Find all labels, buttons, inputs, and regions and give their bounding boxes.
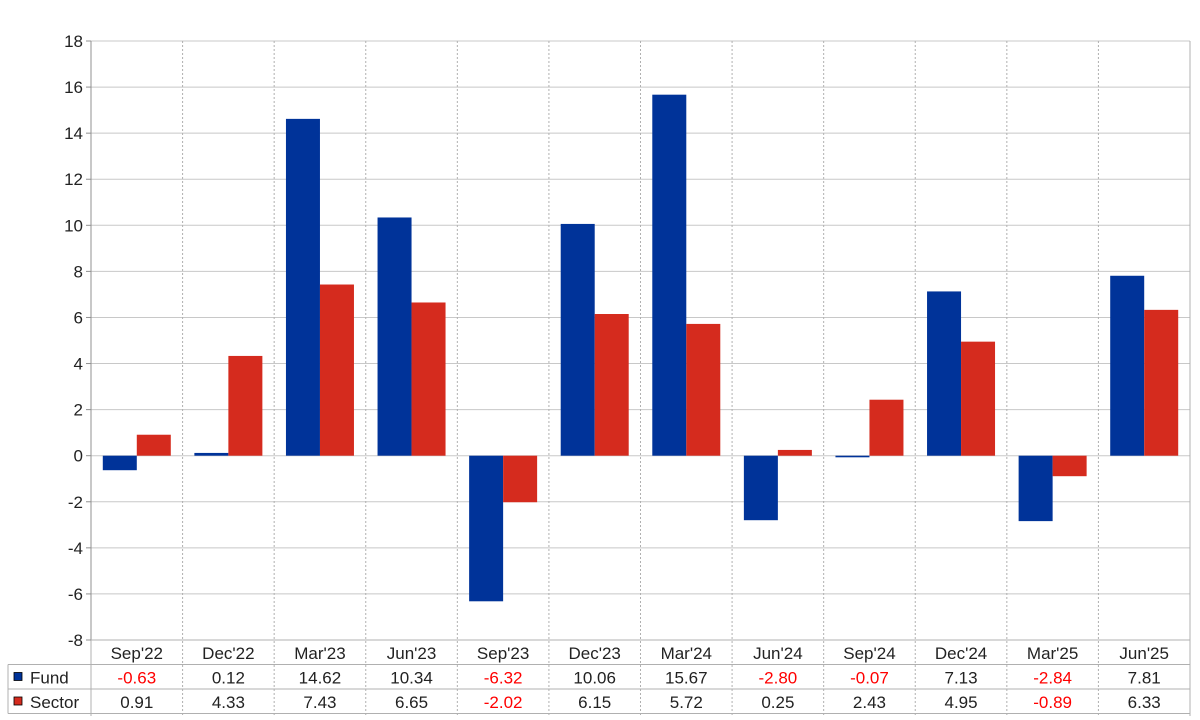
- bar-fund: [560, 223, 595, 456]
- data-label: 10.34: [390, 669, 433, 688]
- y-tick-label: -8: [68, 631, 83, 650]
- data-label: 4.95: [944, 693, 977, 712]
- bar-sector: [961, 341, 996, 456]
- bars: [102, 94, 1179, 602]
- data-label: 7.13: [944, 669, 977, 688]
- data-label: -2.02: [484, 693, 523, 712]
- bar-sector: [411, 302, 446, 456]
- data-label: -0.63: [117, 669, 156, 688]
- x-tick-label: Dec'22: [202, 644, 254, 663]
- bar-fund: [835, 455, 870, 458]
- data-label: 7.43: [303, 693, 336, 712]
- y-tick-label: 4: [74, 355, 83, 374]
- bar-fund: [1018, 455, 1053, 522]
- bar-fund: [1110, 275, 1145, 456]
- bar-fund: [194, 452, 229, 456]
- data-label: 0.91: [120, 693, 153, 712]
- bar-fund: [743, 455, 778, 521]
- data-label: -6.32: [484, 669, 523, 688]
- x-tick-label: Jun'25: [1119, 644, 1169, 663]
- y-tick-label: 6: [74, 308, 83, 327]
- y-tick-label: -2: [68, 493, 83, 512]
- x-tick-label: Dec'23: [569, 644, 621, 663]
- data-label: 7.81: [1128, 669, 1161, 688]
- bar-fund: [285, 118, 320, 456]
- data-label: 5.72: [670, 693, 703, 712]
- x-tick-label: Mar'25: [1027, 644, 1078, 663]
- bar-sector: [869, 399, 904, 456]
- x-tick-label: Sep'24: [843, 644, 895, 663]
- y-tick-label: 16: [64, 78, 83, 97]
- bar-sector: [686, 323, 721, 456]
- bar-sector: [1052, 455, 1087, 477]
- bar-fund: [102, 455, 137, 471]
- data-label: 15.67: [665, 669, 708, 688]
- data-label: -2.80: [759, 669, 798, 688]
- y-tick-label: -6: [68, 585, 83, 604]
- bar-fund: [652, 94, 687, 456]
- legend-swatch-fund: [13, 672, 23, 681]
- data-label: 14.62: [299, 669, 342, 688]
- y-tick-label: 2: [74, 401, 83, 420]
- y-tick-label: 10: [64, 216, 83, 235]
- legend-label-fund: Fund: [30, 669, 69, 688]
- x-tick-label: Jun'23: [387, 644, 437, 663]
- gridlines: [90, 40, 1191, 716]
- y-tick-label: 14: [64, 124, 83, 143]
- bar-sector: [136, 434, 171, 456]
- data-label: -2.84: [1033, 669, 1072, 688]
- bar-fund: [469, 455, 504, 602]
- x-tick-label: Dec'24: [935, 644, 987, 663]
- bar-sector: [594, 314, 629, 456]
- bar-sector: [777, 449, 812, 456]
- x-tick-label: Mar'23: [294, 644, 345, 663]
- legend-label-sector: Sector: [30, 693, 79, 712]
- x-tick-label: Jun'24: [753, 644, 803, 663]
- y-tick-label: 8: [74, 262, 83, 281]
- data-label: 6.65: [395, 693, 428, 712]
- data-label: -0.07: [850, 669, 889, 688]
- bar-sector: [1144, 309, 1179, 456]
- y-tick-label: 18: [64, 32, 83, 51]
- data-label: 0.25: [761, 693, 794, 712]
- data-label: 10.06: [573, 669, 616, 688]
- bar-fund: [377, 217, 412, 456]
- data-label: 4.33: [212, 693, 245, 712]
- bar-sector: [319, 284, 354, 456]
- data-label: 6.33: [1128, 693, 1161, 712]
- bar-sector: [503, 455, 538, 503]
- y-tick-label: -4: [68, 539, 83, 558]
- x-tick-label: Mar'24: [661, 644, 712, 663]
- data-label: 0.12: [212, 669, 245, 688]
- y-tick-label: 12: [64, 170, 83, 189]
- data-label: 6.15: [578, 693, 611, 712]
- y-axis: -8 -6 -4 -2 0 2 4 6 8 10 12 14 16 18: [64, 32, 92, 650]
- y-tick-label: 0: [74, 447, 83, 466]
- x-tick-label: Sep'23: [477, 644, 529, 663]
- bar-fund: [927, 291, 962, 456]
- data-label: 2.43: [853, 693, 886, 712]
- x-tick-label: Sep'22: [111, 644, 163, 663]
- legend-swatch-sector: [13, 696, 23, 706]
- bar-sector: [228, 355, 263, 456]
- data-label: -0.89: [1033, 693, 1072, 712]
- data-table: Sep'22 Dec'22 Mar'23 Jun'23 Sep'23 Dec'23 Mar'…: [7, 639, 1190, 714]
